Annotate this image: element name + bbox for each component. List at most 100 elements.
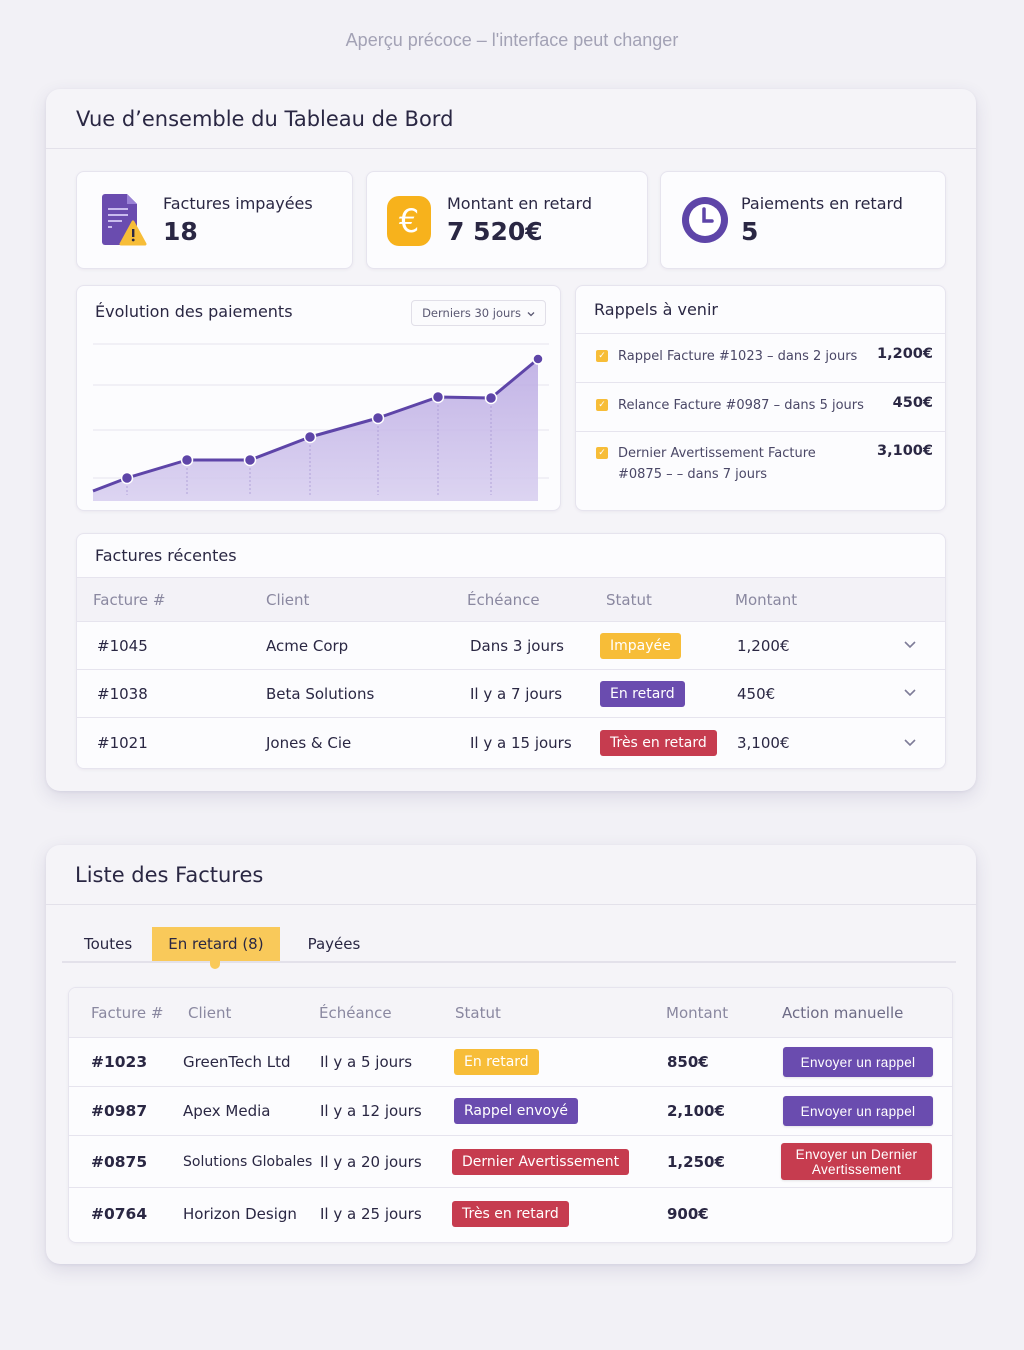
chevron-down-icon[interactable] bbox=[903, 684, 917, 703]
amount: 2,100€ bbox=[667, 1102, 725, 1120]
checkbox-checked-icon[interactable]: ✓ bbox=[596, 399, 608, 411]
status-cell: En retard bbox=[600, 680, 737, 707]
status-cell: Rappel envoyé bbox=[454, 1098, 667, 1124]
svg-text:€: € bbox=[399, 202, 419, 240]
status-badge: En retard bbox=[600, 680, 685, 707]
table-row[interactable]: #1045 Acme Corp Dans 3 jours Impayée 1,2… bbox=[77, 622, 945, 670]
amount: 850€ bbox=[667, 1053, 709, 1071]
send-reminder-button[interactable]: Envoyer un rappel bbox=[783, 1047, 933, 1077]
stat-card-unpaid[interactable]: Factures impayées 18 bbox=[76, 171, 353, 269]
recent-table-header: Facture # Client Échéance Statut Montant bbox=[77, 578, 945, 622]
status-badge: Très en retard bbox=[452, 1201, 569, 1227]
table-row[interactable]: #0764 Horizon Design Il y a 25 jours Trè… bbox=[69, 1188, 952, 1240]
reminder-item[interactable]: ✓ Relance Facture #0987 – dans 5 jours 4… bbox=[576, 383, 945, 432]
due-date: Il y a 25 jours bbox=[320, 1205, 422, 1223]
stat-card-late-payments[interactable]: Paiements en retard 5 bbox=[660, 171, 946, 269]
reminder-amount: 3,100€ bbox=[877, 443, 933, 459]
table-row[interactable]: #0875 Solutions Globales Il y a 20 jours… bbox=[69, 1136, 952, 1188]
client-name: Acme Corp bbox=[266, 636, 349, 655]
stat-value: 7 520€ bbox=[447, 217, 543, 246]
invoice-list-panel: Liste des Factures Toutes En retard (8) … bbox=[46, 845, 976, 1264]
reminder-item[interactable]: ✓ Rappel Facture #1023 – dans 2 jours 1,… bbox=[576, 334, 945, 383]
column-header: Statut bbox=[606, 590, 652, 609]
client-name: Beta Solutions bbox=[266, 684, 375, 703]
euro-icon: € bbox=[385, 192, 433, 248]
chevron-down-icon[interactable] bbox=[903, 734, 917, 753]
due-date: Il y a 12 jours bbox=[320, 1102, 422, 1120]
tab-overdue[interactable]: En retard (8) bbox=[152, 927, 280, 969]
chart-area bbox=[93, 359, 538, 501]
status-cell: En retard bbox=[454, 1049, 667, 1075]
invoice-list-title: Liste des Factures bbox=[75, 862, 264, 887]
status-cell: Très en retard bbox=[452, 1201, 667, 1227]
checkbox-checked-icon[interactable]: ✓ bbox=[596, 350, 608, 362]
send-final-warning-button[interactable]: Envoyer un Dernier Avertissement bbox=[781, 1143, 932, 1180]
date-range-value: Derniers 30 jours bbox=[422, 306, 521, 320]
dashboard-panel: Vue d’ensemble du Tableau de Bord Factur… bbox=[46, 89, 976, 791]
column-header: Statut bbox=[455, 1003, 501, 1022]
amount: 1,200€ bbox=[737, 636, 790, 655]
stat-value: 5 bbox=[741, 217, 759, 246]
column-header: Action manuelle bbox=[782, 1003, 904, 1022]
checkbox-checked-icon[interactable]: ✓ bbox=[596, 447, 608, 459]
status-badge: En retard bbox=[454, 1049, 539, 1075]
reminder-amount: 1,200€ bbox=[877, 346, 933, 362]
clock-icon bbox=[679, 192, 728, 248]
reminder-text: Dernier Avertissement Facture #0875 – – … bbox=[618, 446, 816, 482]
recent-invoices-title: Factures récentes bbox=[77, 534, 945, 578]
payments-area-chart bbox=[92, 343, 549, 501]
column-header: Échéance bbox=[319, 1003, 392, 1022]
due-date: Il y a 5 jours bbox=[320, 1053, 413, 1071]
column-header: Montant bbox=[735, 590, 798, 609]
tab-all[interactable]: Toutes bbox=[62, 927, 152, 961]
payments-chart-card: Évolution des paiements Derniers 30 jour… bbox=[76, 285, 561, 511]
stat-card-overdue-amount[interactable]: € Montant en retard 7 520€ bbox=[366, 171, 648, 269]
invoice-warning-icon bbox=[101, 192, 149, 248]
amount: 3,100€ bbox=[737, 734, 790, 752]
invoice-id: #0764 bbox=[91, 1205, 148, 1223]
status-cell: Très en retard bbox=[600, 730, 737, 756]
reminder-amount: 450€ bbox=[892, 395, 933, 411]
recent-invoices-card: Factures récentes Facture # Client Échéa… bbox=[76, 533, 946, 769]
stat-value: 18 bbox=[163, 217, 198, 246]
client-name: Horizon Design bbox=[183, 1205, 297, 1223]
client-name: Jones & Cie bbox=[266, 734, 352, 752]
status-badge: Très en retard bbox=[600, 730, 717, 756]
date-range-select[interactable]: Derniers 30 jours bbox=[411, 300, 546, 326]
invoice-id: #0987 bbox=[91, 1102, 148, 1120]
client-name: GreenTech Ltd bbox=[183, 1053, 291, 1071]
upcoming-reminders-card: Rappels à venir ✓ Rappel Facture #1023 –… bbox=[575, 285, 946, 511]
column-header: Montant bbox=[666, 1003, 729, 1022]
table-row[interactable]: #1038 Beta Solutions Il y a 7 jours En r… bbox=[77, 670, 945, 718]
table-row[interactable]: #1021 Jones & Cie Il y a 15 jours Très e… bbox=[77, 718, 945, 768]
chevron-down-icon[interactable] bbox=[903, 636, 917, 655]
stat-label: Paiements en retard bbox=[741, 194, 903, 213]
client-name: Apex Media bbox=[183, 1102, 271, 1120]
overdue-invoices-table: Facture # Client Échéance Statut Montant… bbox=[68, 987, 953, 1243]
dashboard-title: Vue d’ensemble du Tableau de Bord bbox=[76, 106, 454, 131]
due-date: Dans 3 jours bbox=[470, 636, 564, 655]
reminder-item[interactable]: ✓ Dernier Avertissement Facture #0875 – … bbox=[576, 432, 945, 496]
invoice-id: #1023 bbox=[91, 1053, 148, 1071]
tab-label: Payées bbox=[307, 935, 361, 953]
reminders-title: Rappels à venir bbox=[576, 286, 945, 334]
table-row[interactable]: #0987 Apex Media Il y a 12 jours Rappel … bbox=[69, 1087, 952, 1136]
status-badge: Impayée bbox=[600, 632, 681, 659]
invoice-id: #1045 bbox=[97, 636, 148, 655]
dashboard-header: Vue d’ensemble du Tableau de Bord bbox=[46, 89, 976, 149]
amount: 1,250€ bbox=[667, 1152, 725, 1171]
column-header: Facture # bbox=[91, 1003, 164, 1022]
status-cell: Impayée bbox=[600, 632, 737, 659]
status-cell: Dernier Avertissement bbox=[452, 1148, 667, 1175]
chevron-down-icon bbox=[527, 306, 535, 320]
table-row[interactable]: #1023 GreenTech Ltd Il y a 5 jours En re… bbox=[69, 1038, 952, 1087]
due-date: Il y a 7 jours bbox=[470, 684, 563, 703]
tab-paid[interactable]: Payées bbox=[280, 927, 361, 961]
amount: 900€ bbox=[667, 1205, 709, 1223]
stat-label: Factures impayées bbox=[163, 194, 313, 213]
invoice-id: #1021 bbox=[97, 734, 148, 752]
due-date: Il y a 15 jours bbox=[470, 734, 572, 752]
send-reminder-button[interactable]: Envoyer un rappel bbox=[783, 1096, 933, 1126]
chart-title: Évolution des paiements bbox=[95, 302, 293, 321]
status-badge: Dernier Avertissement bbox=[452, 1148, 630, 1175]
